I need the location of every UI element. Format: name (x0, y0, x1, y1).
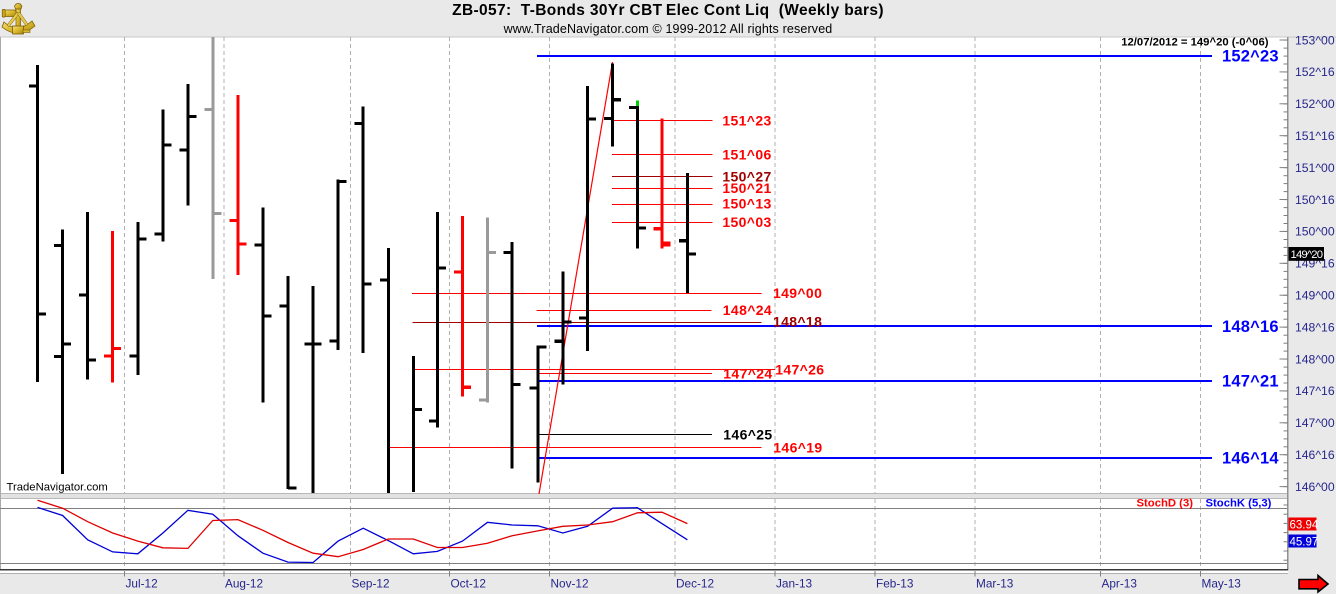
svg-text:146^00: 146^00 (1295, 480, 1335, 494)
svg-text:Jul-12: Jul-12 (126, 577, 158, 591)
svg-text:152^00: 152^00 (1295, 97, 1335, 111)
svg-text:150^27: 150^27 (722, 168, 771, 184)
svg-text:Apr-13: Apr-13 (1102, 577, 1138, 591)
svg-text:Nov-12: Nov-12 (551, 577, 589, 591)
svg-text:148^00: 148^00 (1295, 352, 1335, 366)
svg-text:148^18: 148^18 (773, 314, 822, 330)
svg-text:StochK (5,3): StochK (5,3) (1206, 498, 1272, 510)
svg-text:Aug-12: Aug-12 (225, 577, 263, 591)
svg-text:63.94: 63.94 (1290, 519, 1319, 531)
svg-text:151^06: 151^06 (722, 147, 771, 163)
svg-text:Feb-13: Feb-13 (876, 577, 914, 591)
svg-text:152^16: 152^16 (1295, 65, 1335, 79)
svg-text:150^00: 150^00 (1295, 225, 1335, 239)
svg-text:www.TradeNavigator.com © 1999-: www.TradeNavigator.com © 1999-2012 All r… (503, 22, 833, 36)
svg-text:150^16: 150^16 (1295, 193, 1335, 207)
svg-text:Mar-13: Mar-13 (976, 577, 1014, 591)
svg-text:151^23: 151^23 (722, 113, 771, 129)
svg-text:148^16: 148^16 (1222, 318, 1279, 336)
svg-text:TradeNavigator.com: TradeNavigator.com (7, 482, 108, 494)
svg-text:150^13: 150^13 (722, 196, 771, 212)
svg-text:147^24: 147^24 (723, 365, 772, 381)
svg-text:148^24: 148^24 (723, 302, 772, 318)
svg-text:Oct-12: Oct-12 (451, 577, 486, 591)
svg-text:149^00: 149^00 (1295, 289, 1335, 303)
svg-text:146^25: 146^25 (723, 426, 772, 442)
svg-text:146^16: 146^16 (1295, 448, 1335, 462)
svg-text:152^23: 152^23 (1222, 48, 1279, 66)
svg-text:StochD (3): StochD (3) (1137, 498, 1194, 510)
svg-text:150^21: 150^21 (722, 180, 771, 196)
svg-text:147^26: 147^26 (775, 362, 824, 378)
svg-text:Jan-13: Jan-13 (776, 577, 813, 591)
svg-text:12/07/2012 = 149^20 (-0^06): 12/07/2012 = 149^20 (-0^06) (1121, 37, 1269, 49)
svg-text:149^20: 149^20 (1291, 249, 1324, 261)
svg-text:146^19: 146^19 (773, 439, 822, 455)
svg-text:150^03: 150^03 (722, 214, 771, 230)
svg-text:45.97: 45.97 (1290, 536, 1319, 548)
svg-text:151^00: 151^00 (1295, 161, 1335, 175)
svg-text:147^00: 147^00 (1295, 416, 1335, 430)
svg-text:147^21: 147^21 (1222, 372, 1279, 390)
svg-text:148^16: 148^16 (1295, 320, 1335, 334)
svg-text:Sep-12: Sep-12 (352, 577, 390, 591)
svg-text:151^16: 151^16 (1295, 129, 1335, 143)
svg-text:Dec-12: Dec-12 (676, 577, 714, 591)
svg-text:May-13: May-13 (1202, 577, 1242, 591)
svg-text:146^14: 146^14 (1222, 450, 1279, 468)
svg-text:149^00: 149^00 (773, 285, 822, 301)
svg-text:ZB-057: T-Bonds 30Yr CBT Elec: ZB-057: T-Bonds 30Yr CBT Elec Cont Liq (… (452, 2, 884, 19)
svg-text:147^16: 147^16 (1295, 384, 1335, 398)
svg-text:153^00: 153^00 (1295, 33, 1335, 47)
